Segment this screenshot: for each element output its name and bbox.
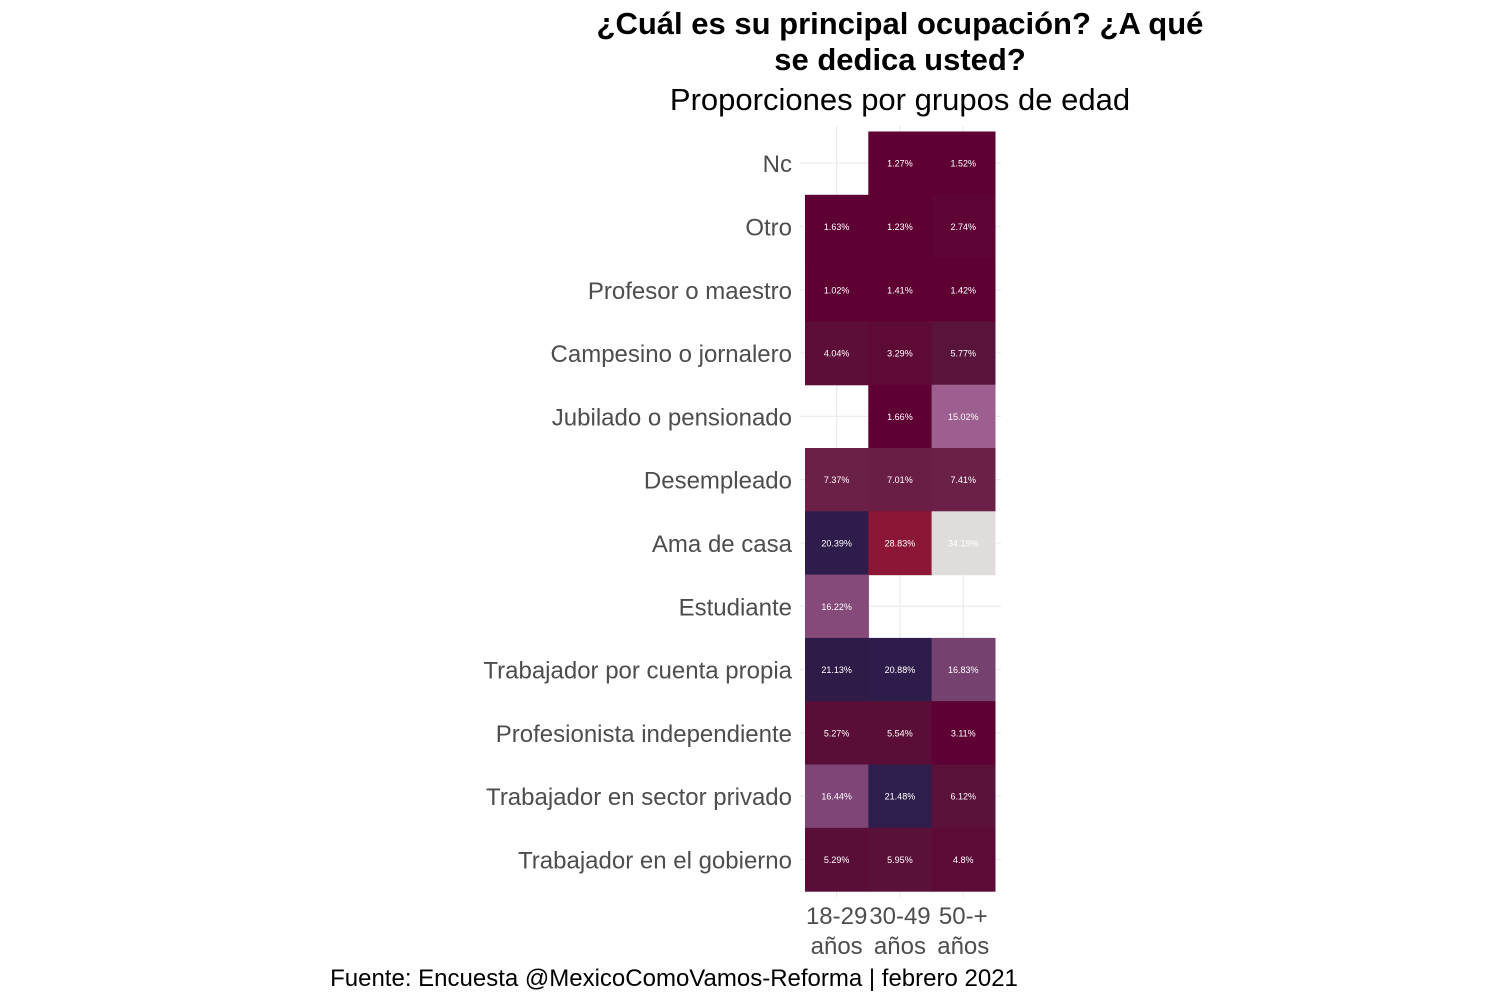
y-axis-labels: Nc Otro Profesor o maestro Campesino o jorn…: [483, 151, 792, 874]
y-tick-label: Profesor o maestro: [588, 278, 792, 305]
heatmap-cell: [931, 764, 996, 829]
heatmap-cell: [868, 448, 933, 512]
x-tick-label-line-2: años: [874, 933, 926, 960]
cell-value-label: 5.77%: [950, 349, 976, 359]
cell-value-label: 1.66%: [887, 412, 913, 422]
cell-value-label: 1.27%: [887, 159, 913, 169]
cell-value-label: 16.83%: [948, 665, 979, 675]
cell-value-label: 5.27%: [824, 728, 850, 738]
heatmap-cell: [868, 764, 933, 829]
chart-subtitle: Proporciones por grupos de edad: [670, 82, 1130, 117]
cell-value-label: 4.8%: [953, 855, 974, 865]
heatmap-cell: [805, 827, 869, 892]
heatmap-cell: [805, 637, 869, 702]
cell-value-label: 7.41%: [950, 475, 976, 485]
y-tick-label: Nc: [763, 151, 792, 178]
y-tick-label: Trabajador en sector privado: [486, 784, 792, 811]
cell-value-label: 1.63%: [824, 222, 850, 232]
cell-value-label: 3.29%: [887, 349, 913, 359]
y-tick-label: Trabajador en el gobierno: [518, 847, 792, 874]
chart-caption: Fuente: Encuesta @MexicoComoVamos-Reform…: [330, 965, 1018, 992]
heatmap-cell: [868, 511, 933, 576]
heatmap-cell: [931, 321, 996, 386]
heatmap-cell: [868, 194, 933, 259]
x-tick-label-line-1: 50-+: [939, 903, 988, 930]
y-tick-label: Estudiante: [679, 594, 792, 621]
x-tick-label-line-2: años: [811, 933, 863, 960]
cell-value-label: 2.74%: [950, 222, 976, 232]
chart-title-line-2: se dedica usted?: [774, 42, 1026, 77]
cell-value-label: 4.04%: [824, 349, 850, 359]
y-tick-label: Campesino o jornalero: [551, 341, 792, 368]
cell-value-label: 28.83%: [885, 538, 916, 548]
heatmap-cell: [868, 827, 933, 892]
heatmap-cell: [805, 258, 869, 322]
cell-value-label: 20.39%: [821, 538, 852, 548]
cell-value-label: 6.12%: [950, 792, 976, 802]
cell-value-label: 1.41%: [887, 285, 913, 295]
heatmap-cell: [931, 701, 996, 766]
heatmap-cell: [868, 321, 933, 386]
cell-value-label: 21.13%: [821, 665, 852, 675]
cell-value-label: 7.01%: [887, 475, 913, 485]
heatmap-cell: [868, 384, 933, 449]
y-tick-label: Ama de casa: [652, 531, 793, 558]
heatmap-cell: [931, 637, 996, 702]
cell-value-label: 5.54%: [887, 728, 913, 738]
heatmap-cell: [805, 448, 869, 512]
x-tick-label-line-1: 18-29: [806, 903, 867, 930]
heatmap-cell: [931, 384, 996, 449]
cell-value-label: 1.52%: [950, 159, 976, 169]
heatmap-cell: [805, 321, 869, 386]
cell-value-label: 3.11%: [951, 728, 976, 738]
heatmap-cell: [931, 511, 996, 576]
heatmap-cell: [805, 574, 869, 639]
heatmap-cell: [931, 448, 996, 512]
y-tick-label: Trabajador por cuenta propia: [483, 658, 792, 685]
cell-value-label: 21.48%: [885, 792, 916, 802]
heatmap-cell: [931, 827, 996, 892]
heatmap-cell: [868, 258, 933, 322]
heatmap-cell: [868, 131, 933, 196]
heatmap-cell: [805, 194, 869, 259]
cell-value-label: 1.42%: [950, 285, 976, 295]
heatmap-cell: [805, 701, 869, 766]
cell-value-label: 1.02%: [824, 285, 850, 295]
cell-value-label: 16.44%: [821, 792, 852, 802]
cell-value-label: 5.29%: [824, 855, 850, 865]
cell-value-label: 1.23%: [887, 222, 913, 232]
heatmap-cell: [931, 194, 996, 259]
heatmap-cell: [868, 637, 933, 702]
heatmap-cell: [805, 764, 869, 829]
cell-value-label: 20.88%: [885, 665, 916, 675]
heatmap-cell: [805, 511, 869, 576]
y-tick-label: Profesionista independiente: [496, 721, 792, 748]
heatmap-cell: [868, 701, 933, 766]
heatmap-cell: [931, 258, 996, 322]
heatmap-cell: [931, 131, 996, 196]
y-tick-label: Jubilado o pensionado: [552, 404, 792, 431]
x-tick-label-line-2: años: [937, 933, 989, 960]
heatmap-cells: 1.27% 1.52% 1.63% 1.23% 2.74% 1.02% 1.41% 1.42%…: [805, 131, 996, 892]
y-tick-label: Otro: [745, 214, 792, 241]
x-tick-label-line-1: 30-49: [869, 903, 930, 930]
cell-value-label: 7.37%: [824, 475, 850, 485]
cell-value-label: 15.02%: [948, 412, 979, 422]
cell-value-label: 5.95%: [887, 855, 913, 865]
cell-value-label: 16.22%: [821, 602, 852, 612]
chart-title-line-1: ¿Cuál es su principal ocupación? ¿A qué: [597, 6, 1204, 41]
cell-value-label: 34.19%: [948, 538, 979, 548]
y-tick-label: Desempleado: [644, 468, 792, 495]
